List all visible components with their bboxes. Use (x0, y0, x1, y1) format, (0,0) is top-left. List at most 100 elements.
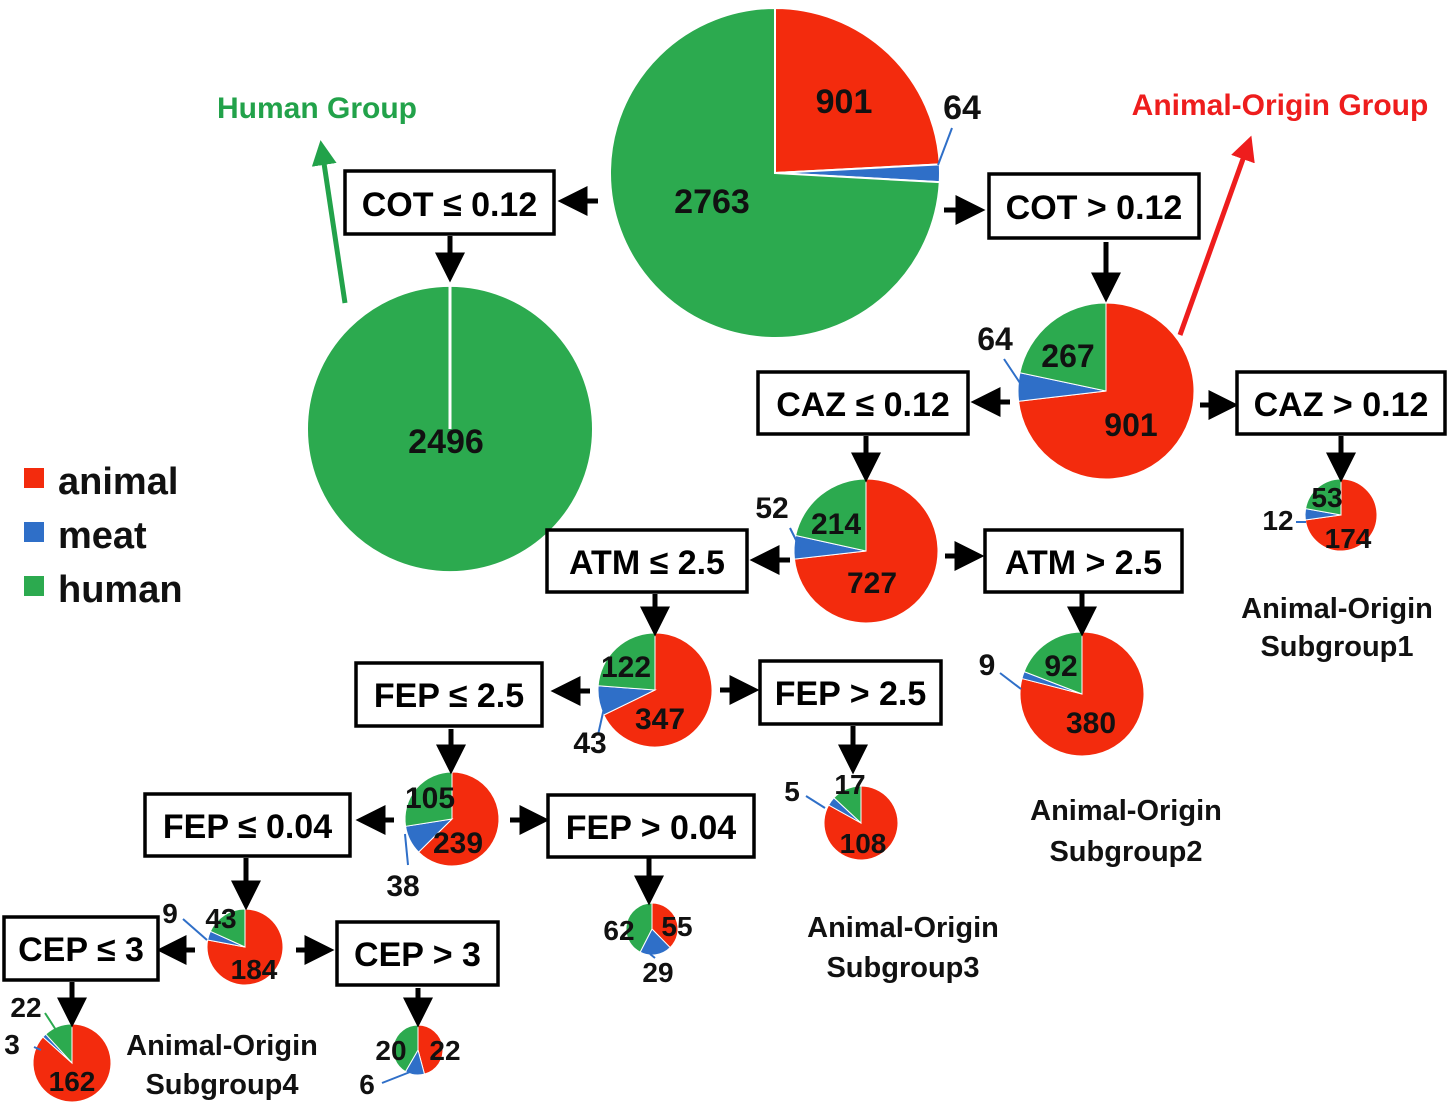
legend-label-human: human (58, 569, 183, 611)
pie-label-animal: 347 (635, 703, 685, 736)
leader-line-meat (33, 1046, 42, 1051)
pie-label-animal: 901 (1104, 407, 1157, 443)
pie-slice-human (833, 785, 862, 825)
pie-label-human: 214 (811, 508, 861, 541)
pie-label-meat: 3 (4, 1029, 20, 1060)
subgroup4-label-line1: Animal-Origin (126, 1030, 318, 1062)
pie-label-human: 20 (375, 1035, 406, 1066)
split-label: FEP ≤ 0.04 (163, 808, 332, 846)
pie-label-meat: 29 (642, 957, 673, 988)
subgroup4-label-line2: Subgroup4 (145, 1069, 298, 1101)
pie-label-animal: 55 (661, 911, 692, 942)
human-group-arrow (311, 140, 348, 304)
pie-fep004_gt: 55 29 62 (603, 902, 693, 988)
leader-line-meat (1003, 358, 1021, 384)
pie-label-meat: 64 (943, 89, 981, 127)
pie-slice-animal (417, 771, 500, 867)
pie-label-meat: 43 (573, 727, 606, 760)
animal-group-arrow (1177, 135, 1255, 336)
pie-label-human: 22 (10, 992, 41, 1023)
pie-label-human: 2496 (408, 423, 484, 461)
split-label: CAZ ≤ 0.12 (776, 386, 950, 424)
pie-cep_le: 162 3 22 (4, 992, 112, 1103)
split-box-cep-gt: CEP > 3 (335, 920, 500, 987)
pie-label-human: 53 (1311, 482, 1342, 513)
leader-line-meat (937, 127, 953, 166)
split-box-caz-gt: CAZ > 0.12 (1235, 370, 1447, 436)
pie-label-human: 92 (1044, 650, 1077, 683)
pie-atm_gt: 380 9 92 (979, 631, 1145, 757)
pie-label-human: 17 (834, 769, 865, 800)
pie-fep25_le: 239 38 105 (386, 771, 500, 903)
pie-atm_le: 347 43 122 (573, 632, 713, 760)
leader-line-meat (999, 672, 1022, 690)
pie-caz_gt: 174 12 53 (1262, 478, 1378, 554)
pie-label-human: 122 (601, 651, 651, 684)
pie-root: 901 64 2763 (609, 6, 981, 339)
split-box-caz-le: CAZ ≤ 0.12 (756, 370, 970, 436)
split-label: COT > 0.12 (1006, 189, 1183, 227)
pie-caz_le: 727 52 214 (755, 478, 939, 624)
arrows (57, 186, 1356, 1028)
split-box-cot-le: COT ≤ 0.12 (343, 169, 556, 236)
pie-label-animal: 174 (1325, 523, 1372, 554)
split-box-atm-gt: ATM > 2.5 (983, 528, 1184, 594)
pie-label-meat: 64 (977, 321, 1013, 357)
pie-slice-animal (774, 6, 941, 175)
pie-label-meat: 38 (386, 870, 419, 903)
animal-origin-group-label: Animal-Origin Group (1132, 89, 1429, 122)
pie-cep_gt: 22 620 (359, 1024, 461, 1100)
leader-line-meat (649, 953, 656, 959)
split-label: ATM ≤ 2.5 (569, 544, 725, 582)
split-label: CEP ≤ 3 (18, 931, 144, 969)
pie-label-meat: 5 (784, 776, 800, 807)
pie-label-human: 267 (1041, 338, 1094, 374)
subgroup3-label-line1: Animal-Origin (807, 912, 999, 944)
pie-label-animal: 901 (816, 83, 873, 121)
pie-fep004_le: 184 9 43 (162, 898, 284, 986)
pie-slice-animal (603, 632, 713, 748)
legend-label-meat: meat (58, 515, 147, 557)
pie-label-human: 43 (205, 903, 236, 934)
split-label: CAZ > 0.12 (1254, 386, 1429, 424)
legend-label-animal: animal (58, 461, 178, 503)
leader-line-meat (182, 918, 208, 941)
pie-label-animal: 239 (433, 827, 483, 860)
legend: animal meat human (24, 461, 183, 611)
split-label: COT ≤ 0.12 (362, 186, 538, 224)
subgroup1-label-line1: Animal-Origin (1241, 593, 1433, 625)
subgroup2-label-line2: Subgroup2 (1049, 836, 1202, 868)
split-box-fep25-gt: FEP > 2.5 (758, 659, 943, 726)
pie-label-animal: 380 (1066, 707, 1116, 740)
pie-label-animal: 162 (49, 1066, 96, 1097)
pie-slice-animal (823, 785, 899, 861)
split-box-cot-gt: COT > 0.12 (987, 172, 1201, 240)
leader-line-meat (597, 707, 605, 736)
pie-cot_gt: 901 64 267 (977, 302, 1195, 480)
split-box-atm-le: ATM ≤ 2.5 (545, 528, 749, 594)
leader-line-meat (404, 833, 409, 866)
split-label: FEP > 2.5 (775, 675, 927, 713)
leader-line-meat (381, 1071, 411, 1084)
split-label: ATM > 2.5 (1005, 544, 1162, 582)
subgroup1-label-line2: Subgroup1 (1260, 631, 1413, 663)
split-box-fep004-gt: FEP > 0.04 (546, 793, 756, 859)
legend-swatch-meat (24, 522, 44, 542)
pie-label-meat: 9 (162, 898, 178, 929)
leader-line-meat (805, 795, 826, 809)
leader-line-human (44, 1012, 57, 1031)
pie-label-animal: 108 (840, 828, 887, 859)
pie-label-human: 2763 (674, 183, 750, 221)
split-label: CEP > 3 (354, 936, 481, 974)
split-box-fep25-le: FEP ≤ 2.5 (354, 661, 544, 728)
pie-slice-human (1019, 302, 1107, 392)
pie-label-meat: 9 (979, 649, 996, 682)
pie-label-human: 105 (405, 782, 455, 815)
leader-line-meat (789, 527, 801, 549)
pie-fep25_gt: 108 5 17 (784, 769, 899, 861)
pie-label-human: 62 (603, 915, 634, 946)
split-label: FEP ≤ 2.5 (374, 677, 524, 715)
pie-human_group: 2496 (305, 285, 595, 573)
